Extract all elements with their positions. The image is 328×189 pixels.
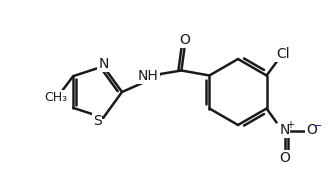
Text: NH: NH [138,68,159,83]
Text: O: O [179,33,190,47]
Text: +: + [286,121,294,130]
Text: CH₃: CH₃ [45,91,68,104]
Text: N: N [279,123,290,138]
Text: Cl: Cl [276,46,289,60]
Text: O: O [279,150,290,164]
Text: S: S [93,114,102,128]
Text: −: − [313,122,322,132]
Text: N: N [98,57,109,71]
Text: O: O [306,123,317,138]
